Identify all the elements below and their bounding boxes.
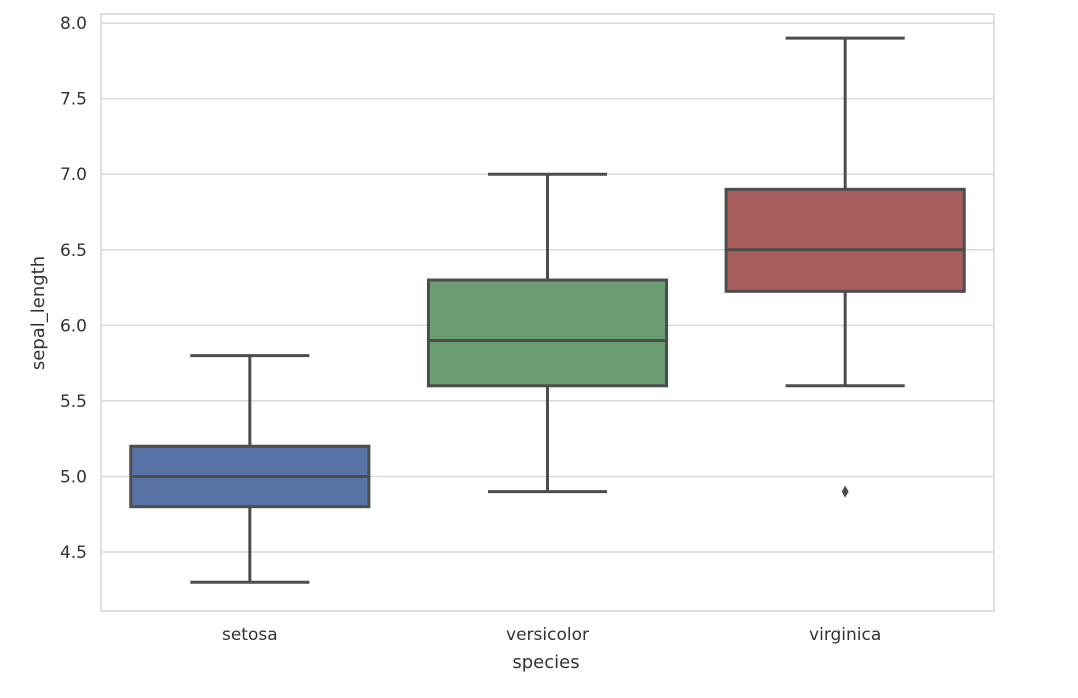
box-iqr — [426, 278, 669, 388]
x-axis-label: species — [512, 652, 579, 673]
x-tick-labels: setosa versicolor virginica — [222, 625, 881, 645]
y-tick-label: 7.5 — [60, 90, 87, 110]
y-tick-label: 4.5 — [60, 543, 87, 563]
box-setosa — [129, 354, 371, 584]
x-tick-label: versicolor — [506, 625, 589, 645]
box-iqr — [724, 187, 966, 293]
y-tick-label: 8.0 — [60, 14, 87, 34]
y-tick-label: 6.0 — [60, 316, 87, 336]
y-tick-label: 5.5 — [60, 392, 87, 412]
y-tick-label: 7.0 — [60, 165, 87, 185]
y-tick-label: 6.5 — [60, 241, 87, 261]
boxes — [129, 36, 966, 584]
y-tick-label: 5.0 — [60, 467, 87, 487]
x-tick-label: setosa — [222, 625, 278, 645]
box-versicolor — [426, 172, 669, 494]
y-tick-labels: 4.5 5.0 5.5 6.0 6.5 7.0 7.5 8.0 — [60, 14, 87, 563]
box-virginica — [724, 36, 966, 498]
y-axis-label: sepal_length — [28, 256, 49, 370]
x-tick-label: virginica — [809, 625, 881, 645]
outlier-point — [841, 485, 849, 498]
